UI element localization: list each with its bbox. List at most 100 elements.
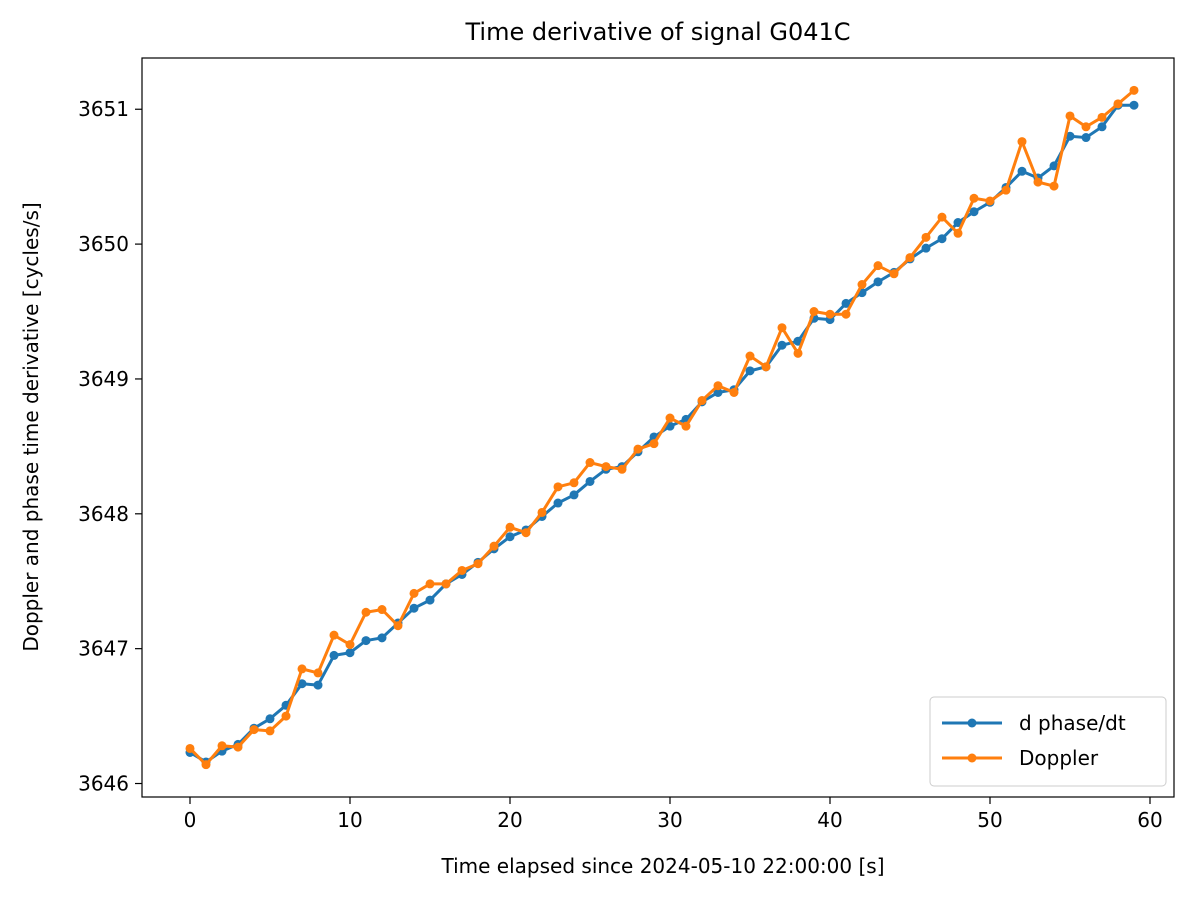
data-point (329, 630, 339, 640)
data-point (1065, 131, 1075, 141)
data-point (265, 726, 275, 736)
data-point (377, 633, 387, 643)
legend: d phase/dt Doppler (929, 696, 1167, 787)
data-point (489, 541, 499, 551)
data-point (969, 207, 979, 217)
y-tick-label: 3651 (78, 97, 129, 121)
data-point (937, 234, 947, 244)
data-point (377, 605, 387, 615)
data-point (233, 742, 243, 752)
data-point (297, 679, 307, 689)
data-point (921, 243, 931, 253)
y-tick-label: 3648 (78, 502, 129, 526)
y-tick-label: 3649 (78, 367, 129, 391)
data-point (633, 444, 643, 454)
data-point (601, 462, 611, 472)
data-point (1017, 166, 1027, 176)
data-point (505, 532, 515, 542)
series-layer (185, 85, 1139, 770)
data-point (729, 387, 739, 397)
data-point (873, 277, 883, 287)
legend-marker-dphase (967, 718, 977, 728)
data-point (681, 421, 691, 431)
data-point (745, 366, 755, 376)
data-point (1081, 133, 1091, 143)
data-point (921, 232, 931, 242)
data-point (713, 387, 723, 397)
x-tick-label: 40 (817, 808, 842, 832)
data-point (393, 621, 403, 631)
data-point (953, 228, 963, 238)
data-point (969, 193, 979, 203)
data-point (1001, 185, 1011, 195)
data-point (713, 381, 723, 391)
data-point (313, 680, 323, 690)
data-point (841, 298, 851, 308)
data-point (617, 464, 627, 474)
data-point (1033, 177, 1043, 187)
axes-frame (141, 57, 1175, 798)
data-point (409, 588, 419, 598)
x-tick-label: 20 (497, 808, 522, 832)
data-point (537, 507, 547, 517)
data-point (745, 351, 755, 361)
data-point (825, 309, 835, 319)
legend-label-dphase: d phase/dt (1019, 711, 1126, 735)
y-tick-label: 3650 (78, 232, 129, 256)
data-point (697, 396, 707, 406)
data-point (345, 640, 355, 650)
y-tick-label: 3647 (78, 637, 129, 661)
data-point (569, 490, 579, 500)
x-tick-label: 50 (977, 808, 1002, 832)
data-point (841, 309, 851, 319)
data-point (329, 650, 339, 660)
x-tick-label: 10 (337, 808, 362, 832)
data-point (553, 498, 563, 508)
data-point (985, 196, 995, 206)
data-point (297, 664, 307, 674)
legend-box (929, 696, 1167, 787)
legend-label-doppler: Doppler (1019, 746, 1099, 770)
data-point (665, 413, 675, 423)
y-tick-label: 3646 (78, 772, 129, 796)
data-point (649, 439, 659, 449)
data-point (265, 714, 275, 724)
data-point (441, 579, 451, 589)
data-point (361, 607, 371, 617)
data-point (217, 741, 227, 751)
data-point (1049, 181, 1059, 191)
data-point (905, 253, 915, 263)
data-point (761, 362, 771, 372)
data-point (553, 482, 563, 492)
data-point (473, 559, 483, 569)
data-point (1017, 137, 1027, 147)
data-point (1065, 111, 1075, 121)
data-point (1113, 99, 1123, 109)
data-point (937, 212, 947, 222)
data-point (777, 340, 787, 350)
data-point (1129, 100, 1139, 110)
x-tick-label: 30 (657, 808, 682, 832)
data-point (777, 323, 787, 333)
data-point (425, 595, 435, 605)
series-doppler (185, 85, 1139, 770)
x-tick-label: 60 (1137, 808, 1162, 832)
data-point (585, 458, 595, 468)
data-point (361, 636, 371, 646)
legend-marker-doppler (967, 753, 977, 763)
x-tick-label: 0 (184, 808, 197, 832)
data-point (809, 307, 819, 317)
data-point (409, 603, 419, 613)
data-point (185, 743, 195, 753)
data-point (873, 261, 883, 271)
data-point (313, 668, 323, 678)
data-point (201, 760, 211, 770)
data-point (1097, 112, 1107, 122)
y-axis: 3646 3647 3648 3649 3650 3651 (78, 97, 142, 796)
data-point (505, 522, 515, 532)
data-point (345, 648, 355, 658)
data-point (425, 579, 435, 589)
data-point (1129, 85, 1139, 95)
data-point (793, 348, 803, 358)
